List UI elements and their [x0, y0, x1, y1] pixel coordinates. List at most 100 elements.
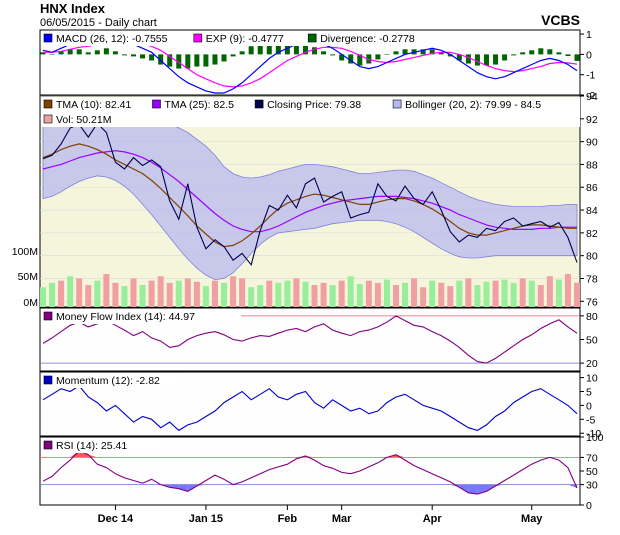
divergence-bar [275, 40, 281, 55]
x-tick-label-2: Feb [278, 513, 298, 525]
chart-title: HNX Index [40, 1, 106, 16]
divergence-bar [556, 52, 562, 55]
chart-subtitle: 06/05/2015 - Daily chart [40, 17, 157, 29]
divergence-bar [511, 54, 517, 56]
divergence-bar [131, 54, 137, 57]
volume-bar [329, 285, 336, 307]
x-tick-label-5: May [521, 513, 543, 525]
volume-bar [85, 285, 92, 307]
volume-bar [338, 280, 345, 307]
price-tick-label-4: 86 [586, 182, 598, 194]
volume-bar [402, 282, 409, 307]
rsi-tick-label-2: 50 [586, 466, 598, 478]
price-tick-label-3: 88 [586, 159, 598, 171]
volume-bar [202, 286, 209, 307]
divergence-bar [529, 50, 535, 55]
rsi-oversold-area [459, 484, 469, 493]
divergence-bar [49, 54, 55, 55]
divergence-bar [203, 54, 209, 67]
volume-bar [139, 285, 146, 307]
mfi-legend-bg [41, 309, 241, 324]
divergence-bar [339, 54, 345, 61]
price-tick-label-0: 94 [586, 91, 598, 103]
divergence-bar [375, 54, 381, 60]
x-tick-label-3: Mar [332, 513, 352, 525]
x-tick-label-0: Dec 14 [98, 513, 134, 525]
divergence-bar [140, 54, 146, 59]
momentum-legend-swatch-0 [43, 375, 53, 385]
volume-bar [211, 280, 218, 307]
volume-bar [320, 282, 327, 307]
divergence-bar [221, 54, 227, 62]
divergence-bar [194, 54, 200, 67]
divergence-bar [121, 54, 127, 56]
divergence-bar [293, 42, 299, 55]
volume-bar [275, 282, 282, 307]
volume-bar [284, 280, 291, 307]
divergence-bar [266, 40, 272, 55]
price-legend-label-3: Bollinger (20, 2): 79.99 - 84.5 [405, 99, 541, 111]
volume-bar [501, 279, 508, 307]
divergence-bar [330, 54, 336, 56]
divergence-bar [239, 51, 245, 55]
volume-bar [528, 280, 535, 307]
divergence-bar [547, 49, 553, 55]
volume-bar [103, 274, 110, 307]
price-legend-label-1: TMA (25): 82.5 [165, 99, 235, 111]
price-legend-label-2: Closing Price: 79.38 [267, 99, 361, 111]
divergence-bar [149, 54, 155, 61]
momentum-legend-bg [41, 373, 181, 388]
volume-bar [574, 282, 580, 307]
volume-tick-label-0: 100M [12, 246, 38, 258]
tma10-line [42, 143, 577, 248]
divergence-bar [429, 49, 435, 55]
divergence-bar [520, 52, 526, 55]
volume-bar [392, 285, 399, 307]
volume-bar [302, 281, 309, 307]
volume-bar [112, 282, 119, 307]
price-tick-label-6: 82 [586, 228, 598, 240]
divergence-bar [538, 48, 544, 55]
mfi-tick-label-0: 80 [586, 311, 598, 323]
divergence-bar [483, 54, 489, 66]
volume-bar [67, 276, 74, 307]
divergence-bar [402, 49, 408, 55]
rsi-tick-label-3: 30 [586, 480, 598, 492]
brand-label: VCBS [541, 12, 580, 28]
volume-bar [184, 278, 191, 307]
volume-bar [293, 278, 300, 307]
volume-bar [383, 279, 390, 307]
tma25-line [42, 150, 577, 233]
mfi-tick-label-1: 50 [586, 335, 598, 347]
volume-bar [221, 282, 228, 307]
divergence-bar [185, 54, 191, 69]
volume-bar [420, 287, 427, 307]
price-tick-label-7: 80 [586, 251, 598, 263]
volume-bar [519, 278, 526, 307]
price-tick-label-5: 84 [586, 205, 598, 217]
volume-bar [555, 279, 562, 307]
volume-legend-swatch-0 [43, 114, 53, 124]
divergence-bar [384, 54, 390, 55]
macd-legend-label-2: Divergence: -0.2778 [320, 33, 415, 45]
divergence-bar [167, 54, 173, 67]
divergence-bar [348, 54, 354, 64]
price-legend-bg [41, 97, 580, 127]
divergence-bar [312, 47, 318, 55]
price-legend-swatch-0 [43, 99, 53, 109]
divergence-bar [420, 49, 426, 55]
divergence-bar [474, 54, 480, 66]
divergence-bar [493, 54, 499, 65]
volume-bar [438, 282, 445, 307]
divergence-bar [58, 51, 64, 55]
price-tick-label-9: 76 [586, 296, 598, 308]
divergence-bar [158, 54, 164, 65]
volume-bar [537, 285, 544, 307]
divergence-bar [212, 54, 218, 65]
macd-legend-swatch-0 [43, 33, 53, 43]
divergence-bar [321, 51, 327, 55]
mfi-legend-swatch-0 [43, 311, 53, 321]
x-tick-label-1: Jan 15 [189, 513, 223, 525]
divergence-bar [302, 44, 308, 55]
